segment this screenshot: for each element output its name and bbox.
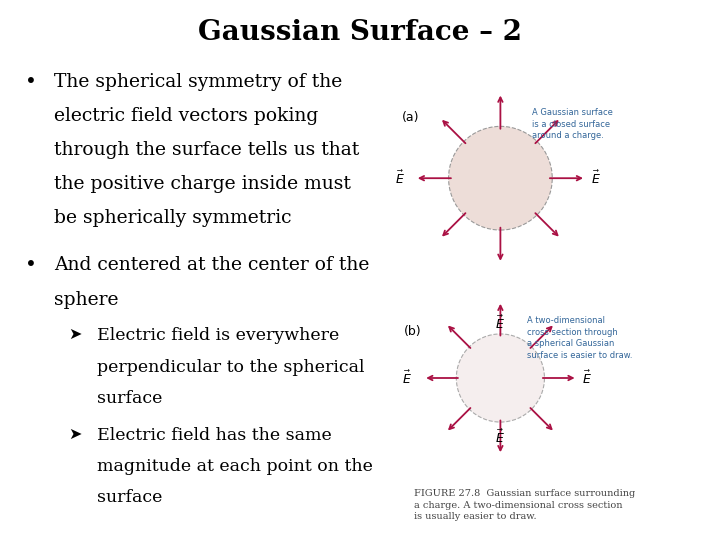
Text: Electric field is everywhere: Electric field is everywhere (97, 327, 339, 344)
Text: surface: surface (97, 390, 163, 407)
Text: $\vec{E}$: $\vec{E}$ (495, 314, 505, 332)
Text: $\vec{E}$: $\vec{E}$ (402, 369, 413, 387)
Text: surface: surface (97, 489, 163, 506)
Text: $\vec{E}$: $\vec{E}$ (495, 429, 505, 446)
Text: The spherical symmetry of the: The spherical symmetry of the (54, 73, 342, 91)
Text: A Gaussian surface
is a closed surface
around a charge.: A Gaussian surface is a closed surface a… (531, 108, 613, 140)
Text: ➤: ➤ (68, 327, 82, 342)
Text: $\vec{E}$: $\vec{E}$ (591, 170, 601, 187)
Text: the positive charge inside must: the positive charge inside must (54, 175, 351, 193)
Text: FIGURE 27.8  Gaussian surface surrounding
a charge. A two-dimensional cross sect: FIGURE 27.8 Gaussian surface surrounding… (414, 489, 635, 521)
Text: A two-dimensional
cross section through
a spherical Gaussian
surface is easier t: A two-dimensional cross section through … (527, 316, 632, 360)
Text: magnitude at each point on the: magnitude at each point on the (97, 458, 373, 475)
Text: $\vec{E}$: $\vec{E}$ (582, 369, 592, 387)
Text: Electric field has the same: Electric field has the same (97, 427, 332, 443)
Text: (b): (b) (403, 325, 421, 338)
Text: •: • (25, 256, 37, 275)
Text: •: • (25, 73, 37, 92)
Text: $\vec{E}$: $\vec{E}$ (395, 170, 405, 187)
Text: ➤: ➤ (68, 427, 82, 442)
Text: through the surface tells us that: through the surface tells us that (54, 141, 359, 159)
Text: perpendicular to the spherical: perpendicular to the spherical (97, 359, 365, 375)
Ellipse shape (449, 126, 552, 230)
Text: sphere: sphere (54, 291, 119, 308)
Text: be spherically symmetric: be spherically symmetric (54, 209, 292, 227)
Text: And centered at the center of the: And centered at the center of the (54, 256, 369, 274)
Text: electric field vectors poking: electric field vectors poking (54, 107, 318, 125)
Ellipse shape (456, 334, 544, 422)
Text: (a): (a) (402, 111, 420, 124)
Text: Gaussian Surface – 2: Gaussian Surface – 2 (198, 19, 522, 46)
